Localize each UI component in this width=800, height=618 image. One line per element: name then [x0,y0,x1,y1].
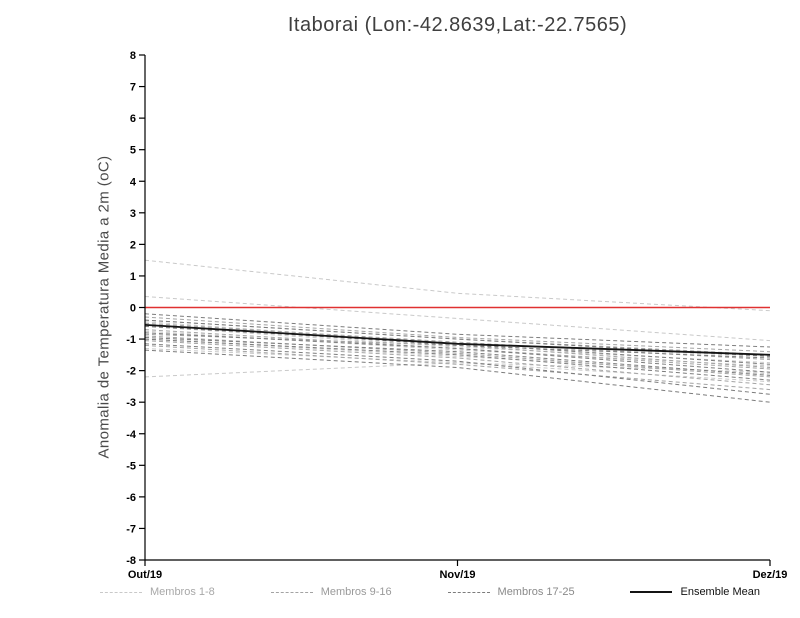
y-tick-label: 4 [130,176,137,188]
ensemble-member-line [144,348,771,383]
dashed-line-swatch [100,591,142,593]
y-tick-label: -8 [126,555,136,567]
dashed-line-swatch [447,591,490,593]
legend-item-membros-1-8: Membros 1-8 [100,586,215,598]
legend-label: Membros 17-25 [497,586,575,598]
y-tick-label: -3 [126,397,136,409]
y-tick-label: 2 [130,239,136,251]
ensemble-member-line [144,316,771,353]
y-tick-label: 6 [130,113,136,125]
y-tick-label: -4 [126,429,137,441]
y-tick-label: -1 [126,334,136,346]
ensemble-member-line [144,321,771,357]
y-tick-label: 0 [130,303,136,315]
ensemble-member-line [144,332,771,373]
legend-label: Membros 9-16 [320,586,392,598]
chart-title: Itaborai (Lon:-42.8639,Lat:-22.7565) [287,14,628,36]
ensemble-member-line [144,296,771,342]
x-tick-label: Out/19 [128,569,162,581]
y-tick-label: 8 [130,50,136,62]
y-tick-label: -7 [126,523,136,535]
y-tick-label: 5 [130,145,136,157]
ensemble-member-line [144,335,771,378]
legend-item-ensemble-mean: Ensemble Mean [630,586,760,598]
y-tick-label: 7 [130,82,136,94]
y-tick-label: -2 [126,366,136,378]
dashed-line-swatch [270,591,313,593]
y-tick-label: -5 [126,460,136,472]
ensemble-member-line [144,325,771,365]
chart-legend: Membros 1-8 Membros 9-16 Membros 17-25 E… [100,586,760,598]
ensemble-member-line [144,324,771,359]
legend-item-membros-17-25: Membros 17-25 [447,586,575,598]
legend-label: Membros 1-8 [150,586,215,598]
x-tick-label: Dez/19 [753,569,788,581]
ensemble-mean-line [144,324,771,356]
y-tick-label: 1 [130,271,136,283]
x-tick-label: Nov/19 [439,569,475,581]
solid-line-swatch [630,591,673,593]
legend-item-membros-9-16: Membros 9-16 [270,586,392,598]
ensemble-member-line [144,319,771,356]
y-tick-label: -6 [126,492,136,504]
legend-label: Ensemble Mean [680,586,760,598]
ensemble-member-line [144,337,771,376]
ensemble-member-line [144,313,771,348]
ensemble-member-line [144,338,771,381]
y-tick-label: 3 [130,208,136,220]
ensemble-member-line [144,333,771,368]
ensemble-member-line [144,329,771,370]
